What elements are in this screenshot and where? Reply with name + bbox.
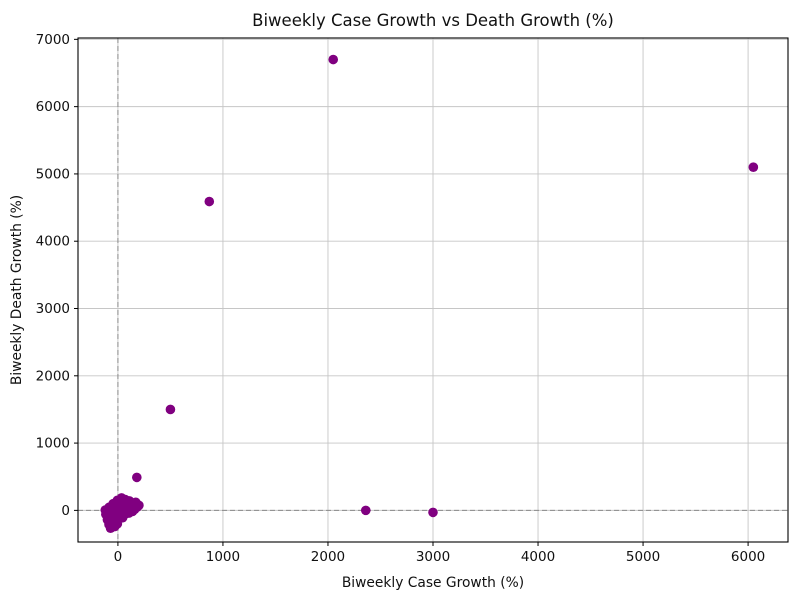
data-point xyxy=(748,162,759,172)
y-tick-label: 1000 xyxy=(36,436,70,452)
y-axis-label: Biweekly Death Growth (%) xyxy=(9,195,25,385)
y-tick-label: 3000 xyxy=(36,301,70,317)
y-tick-label: 5000 xyxy=(36,166,70,182)
x-tick-label: 4000 xyxy=(521,549,555,565)
data-point xyxy=(109,521,120,532)
x-tick-label: 6000 xyxy=(731,549,765,565)
y-tick-label: 7000 xyxy=(36,32,70,48)
data-point xyxy=(360,505,371,516)
axis-ticks xyxy=(74,38,749,546)
y-tick-label: 0 xyxy=(61,503,70,519)
data-point xyxy=(165,404,176,415)
data-point xyxy=(204,196,215,207)
x-tick-label: 3000 xyxy=(416,549,450,565)
y-tick-label: 4000 xyxy=(36,234,70,250)
data-point xyxy=(132,472,142,483)
x-tick-label: 2000 xyxy=(311,549,345,565)
data-point xyxy=(130,497,141,508)
scatter-points xyxy=(100,54,759,534)
data-point xyxy=(100,505,111,515)
chart-title: Biweekly Case Growth vs Death Growth (%) xyxy=(252,11,614,30)
gridlines xyxy=(78,38,788,542)
x-tick-label: 1000 xyxy=(206,549,240,565)
y-tick-label: 2000 xyxy=(36,368,70,384)
x-tick-label: 0 xyxy=(114,549,123,565)
x-tick-label: 5000 xyxy=(626,549,660,565)
y-tick-label: 6000 xyxy=(36,99,70,115)
data-point xyxy=(328,54,339,65)
data-point xyxy=(428,507,438,518)
axis-tick-labels: 0 1000 2000 3000 4000 5000 6000 0 1000 2000 3000 40… xyxy=(36,32,766,565)
x-axis-label: Biweekly Case Growth (%) xyxy=(342,575,524,591)
